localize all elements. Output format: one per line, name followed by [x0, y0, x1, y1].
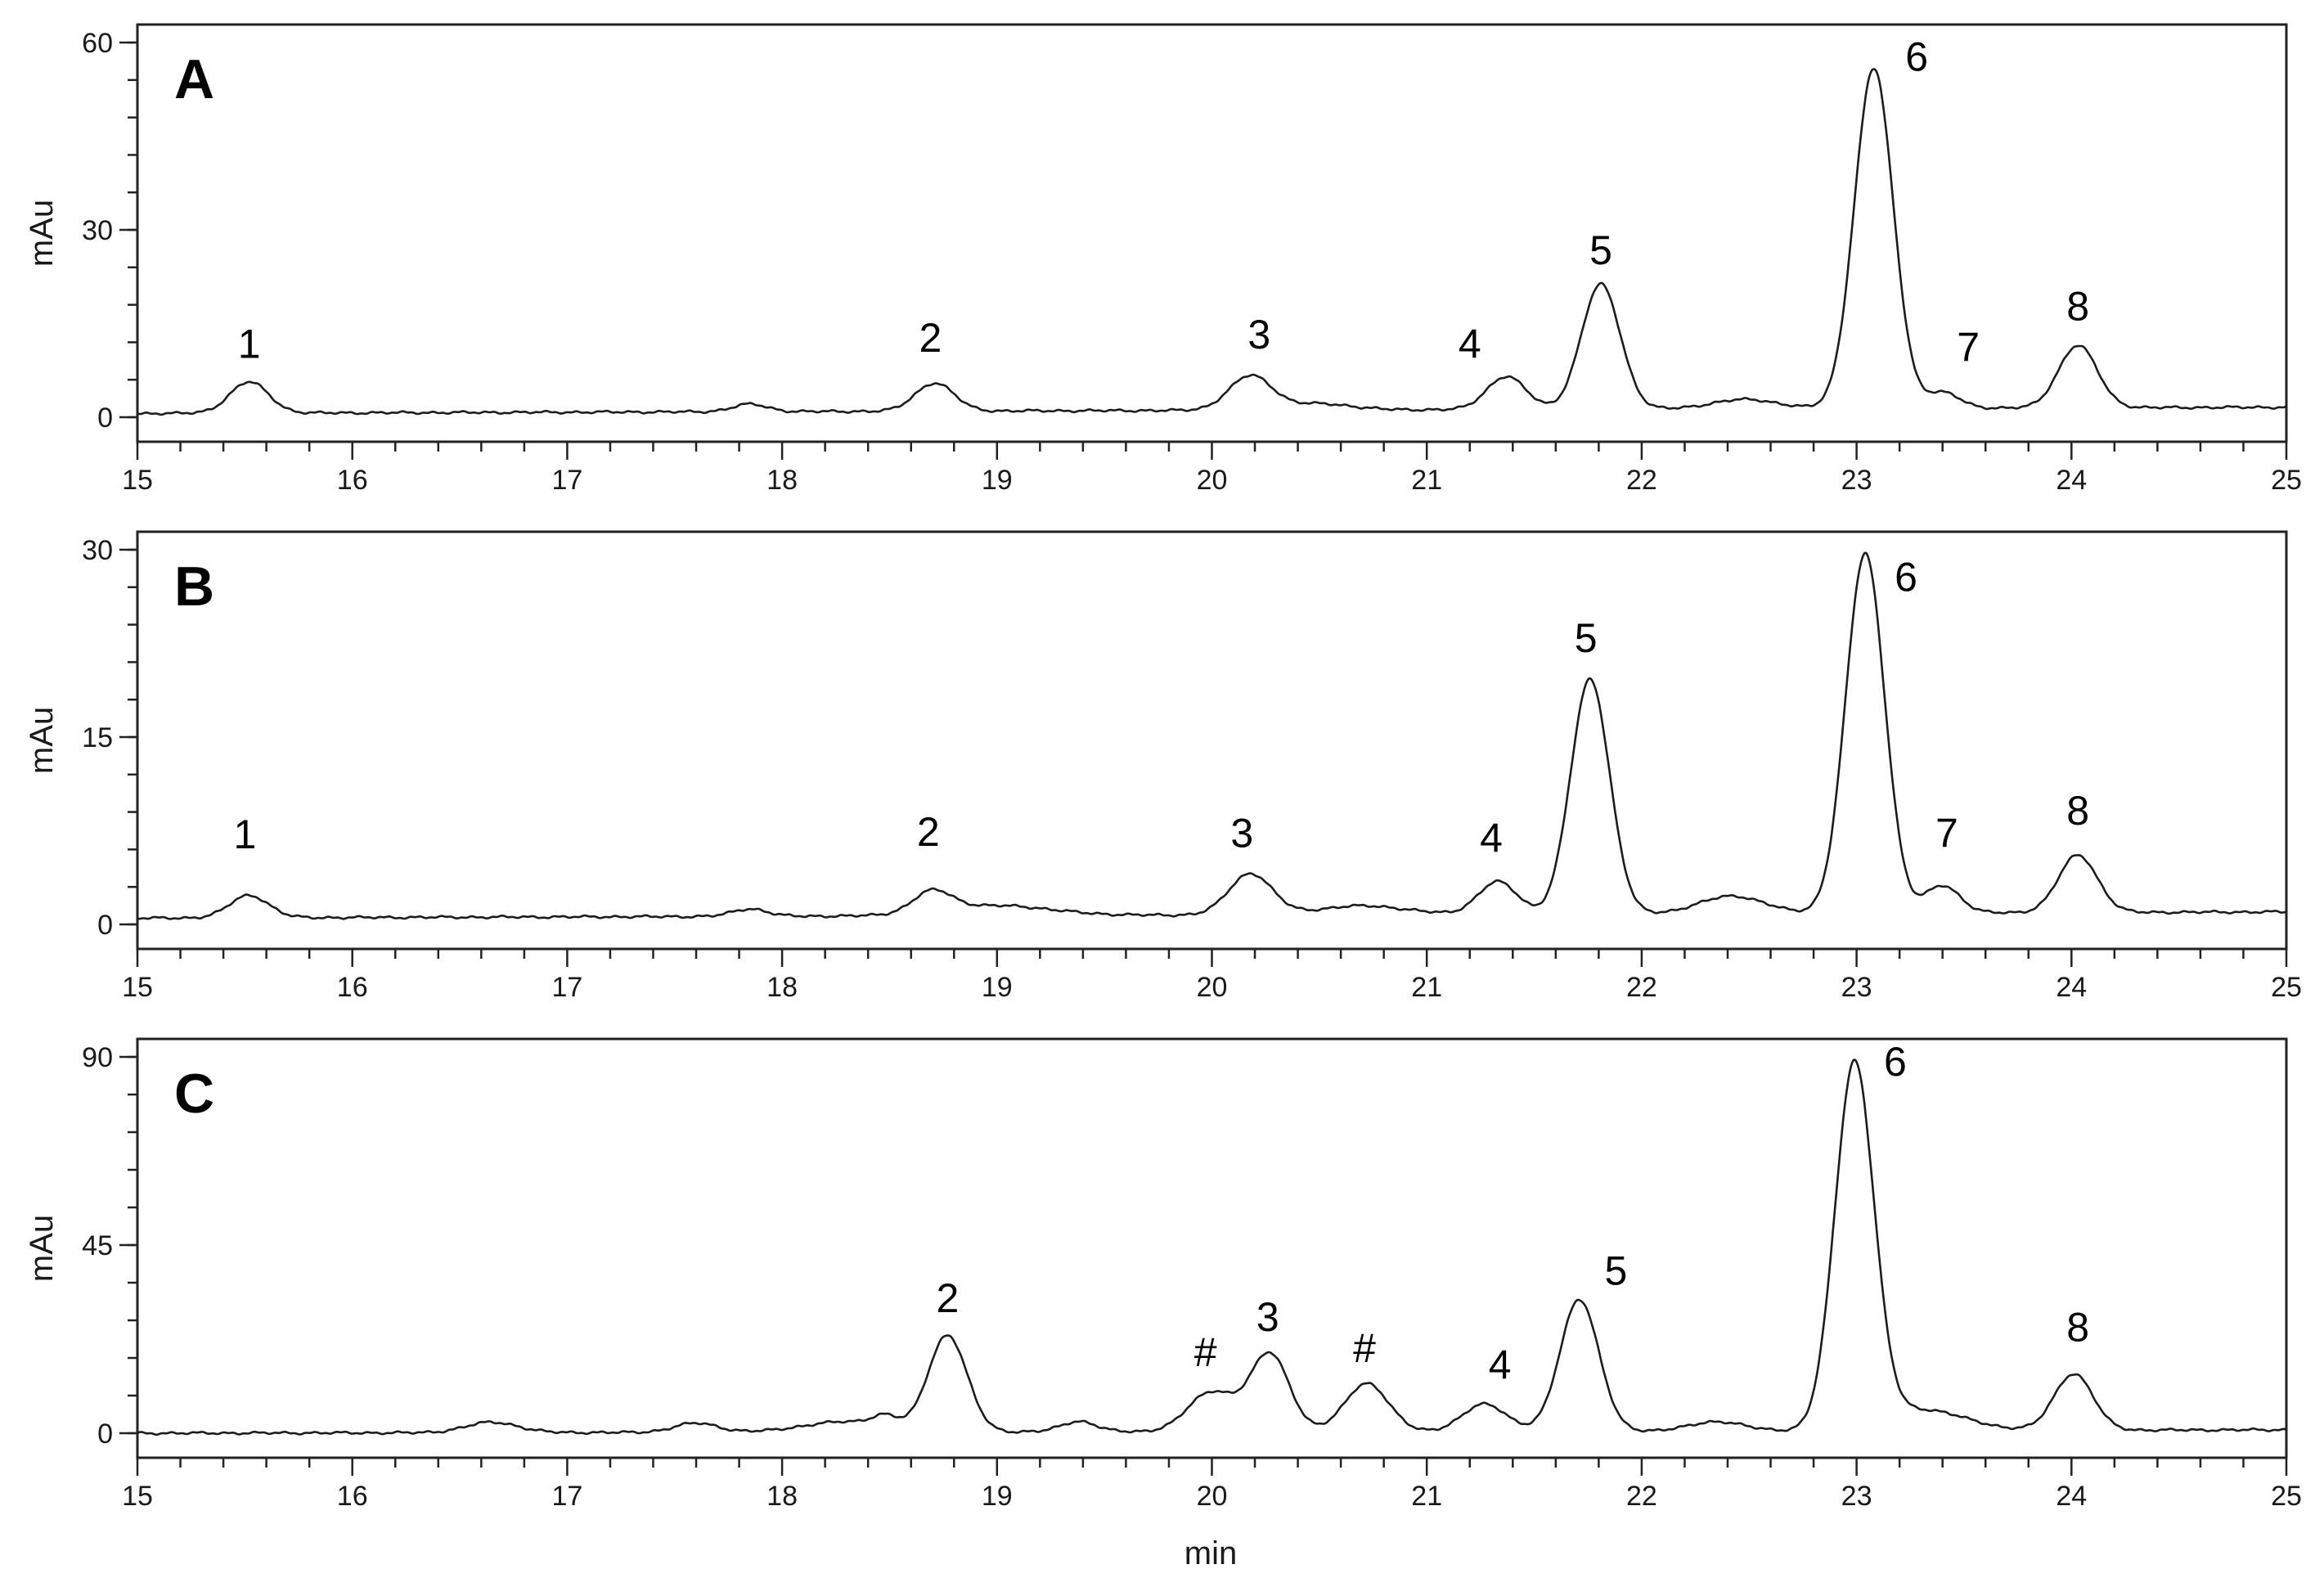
x-tick-label: 17 — [551, 972, 582, 1003]
peak-label: # — [1194, 1329, 1217, 1375]
peak-label: 8 — [2066, 788, 2089, 834]
peak-label: 5 — [1589, 227, 1612, 273]
y-tick-label: 30 — [82, 535, 113, 566]
panel-letter: B — [174, 555, 214, 618]
y-tick-label: 0 — [97, 910, 113, 941]
x-tick-label: 24 — [2056, 972, 2087, 1003]
x-tick-label: 23 — [1841, 1481, 1872, 1512]
peak-label: 1 — [238, 321, 261, 366]
peak-label: 6 — [1905, 34, 1928, 79]
y-tick-label: 0 — [97, 1418, 113, 1450]
y-tick-label: 60 — [82, 28, 113, 59]
peak-label: 6 — [1884, 1039, 1907, 1085]
x-tick-label: 21 — [1411, 1481, 1442, 1512]
peak-label: 7 — [1957, 324, 1980, 370]
x-tick-label: 16 — [337, 1481, 368, 1512]
y-axis-title: mAu — [24, 707, 60, 774]
x-tick-label: 15 — [122, 465, 153, 496]
x-tick-label: 24 — [2056, 465, 2087, 496]
x-tick-label: 23 — [1841, 465, 1872, 496]
x-tick-label: 22 — [1626, 465, 1657, 496]
y-tick-label: 30 — [82, 215, 113, 246]
x-tick-label: 19 — [982, 1481, 1013, 1512]
x-tick-label: 16 — [337, 972, 368, 1003]
peak-label: 8 — [2066, 284, 2089, 330]
peak-label: 2 — [917, 809, 940, 855]
peak-label: 2 — [919, 315, 942, 361]
peak-label: 5 — [1575, 615, 1598, 661]
x-tick-label: 19 — [982, 972, 1013, 1003]
peak-label: 6 — [1895, 554, 1917, 600]
plot-frame — [136, 1037, 2288, 1459]
x-tick-label: 22 — [1626, 972, 1657, 1003]
x-tick-label: 23 — [1841, 972, 1872, 1003]
peak-label: 4 — [1489, 1342, 1512, 1388]
x-tick-label: 18 — [766, 1481, 798, 1512]
chromatogram-trace — [137, 68, 2287, 416]
chromatogram-trace — [137, 551, 2287, 920]
peak-label: # — [1353, 1325, 1376, 1371]
x-tick-label: 19 — [982, 465, 1013, 496]
peak-label: 3 — [1247, 312, 1270, 357]
y-tick-label: 45 — [82, 1230, 113, 1261]
x-tick-label: 24 — [2056, 1481, 2087, 1512]
plot-frame — [136, 530, 2288, 951]
y-tick-label: 90 — [82, 1042, 113, 1073]
x-tick-label: 21 — [1411, 465, 1442, 496]
chromatogram-trace — [137, 1059, 2287, 1436]
x-axis-title: min — [1184, 1535, 1237, 1571]
x-tick-label: 21 — [1411, 972, 1442, 1003]
y-tick-label: 0 — [97, 402, 113, 434]
x-tick-label: 25 — [2271, 1481, 2302, 1512]
x-tick-label: 15 — [122, 1481, 153, 1512]
x-tick-label: 25 — [2271, 465, 2302, 496]
x-tick-label: 17 — [551, 1481, 582, 1512]
peak-label: 3 — [1230, 810, 1253, 856]
panel-letter: A — [174, 48, 214, 110]
peak-label: 4 — [1459, 321, 1481, 366]
x-tick-label: 18 — [766, 465, 798, 496]
y-axis-title: mAu — [24, 1215, 60, 1282]
y-axis-title: mAu — [24, 200, 60, 267]
peak-label: 5 — [1604, 1248, 1627, 1294]
x-tick-label: 15 — [122, 972, 153, 1003]
x-tick-label: 22 — [1626, 1481, 1657, 1512]
x-tick-label: 17 — [551, 465, 582, 496]
x-tick-label: 20 — [1197, 972, 1228, 1003]
peak-label: 3 — [1256, 1294, 1279, 1340]
y-tick-label: 15 — [82, 722, 113, 753]
peak-label: 1 — [233, 811, 256, 857]
peak-label: 8 — [2066, 1305, 2089, 1351]
x-tick-label: 25 — [2271, 972, 2302, 1003]
x-tick-label: 20 — [1197, 465, 1228, 496]
x-tick-label: 16 — [337, 465, 368, 496]
x-tick-label: 18 — [766, 972, 798, 1003]
plot-frame — [136, 23, 2288, 443]
x-tick-label: 20 — [1197, 1481, 1228, 1512]
peak-label: 4 — [1480, 815, 1503, 861]
peak-label: 7 — [1935, 810, 1958, 856]
peak-label: 2 — [936, 1275, 959, 1321]
panel-letter: C — [174, 1063, 214, 1125]
